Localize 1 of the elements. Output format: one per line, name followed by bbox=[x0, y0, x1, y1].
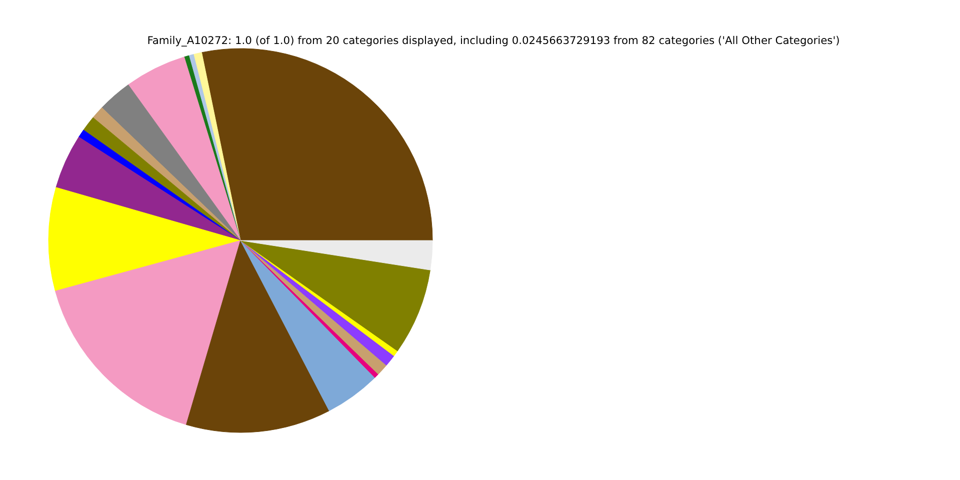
text: Family_A10272: 1.0 (of 1.0) from 20 categories displayed, including 0.0245663729193 from 82 categories ('All Other Categories') bbox=[147, 34, 840, 47]
